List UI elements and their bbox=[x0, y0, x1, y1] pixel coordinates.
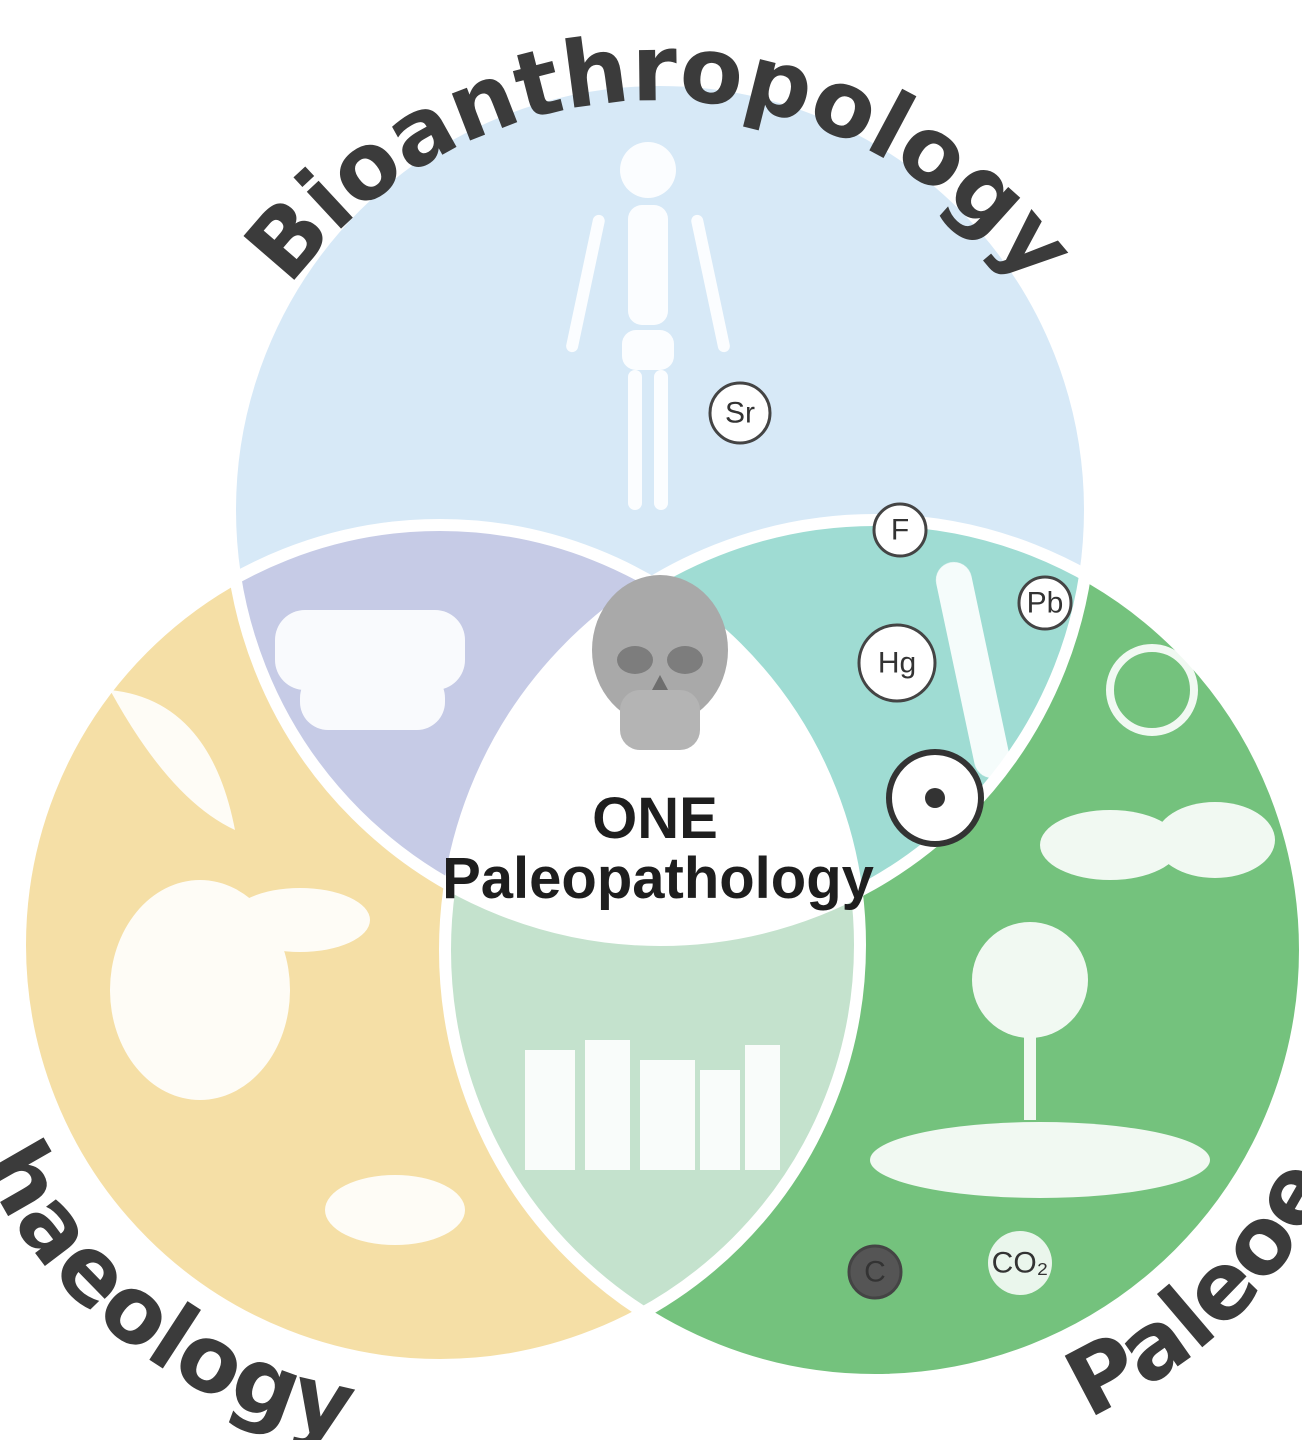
element-label: Sr bbox=[725, 397, 755, 430]
element-label: Pb bbox=[1027, 587, 1064, 620]
center-line-1: ONE bbox=[592, 786, 718, 851]
element-label: C bbox=[864, 1256, 886, 1289]
page: {"titles": {"top": "Bioanthropology", "l… bbox=[0, 0, 1302, 1440]
element-label: F bbox=[891, 514, 909, 547]
element-label: Hg bbox=[878, 647, 916, 680]
element-label: CO₂ bbox=[992, 1247, 1049, 1280]
radiation-icon bbox=[889, 752, 981, 844]
venn-diagram: Bioanthropology haeology Paleoe ONE Pale… bbox=[0, 0, 1302, 1440]
center-line-2: Paleopathology bbox=[442, 846, 874, 911]
